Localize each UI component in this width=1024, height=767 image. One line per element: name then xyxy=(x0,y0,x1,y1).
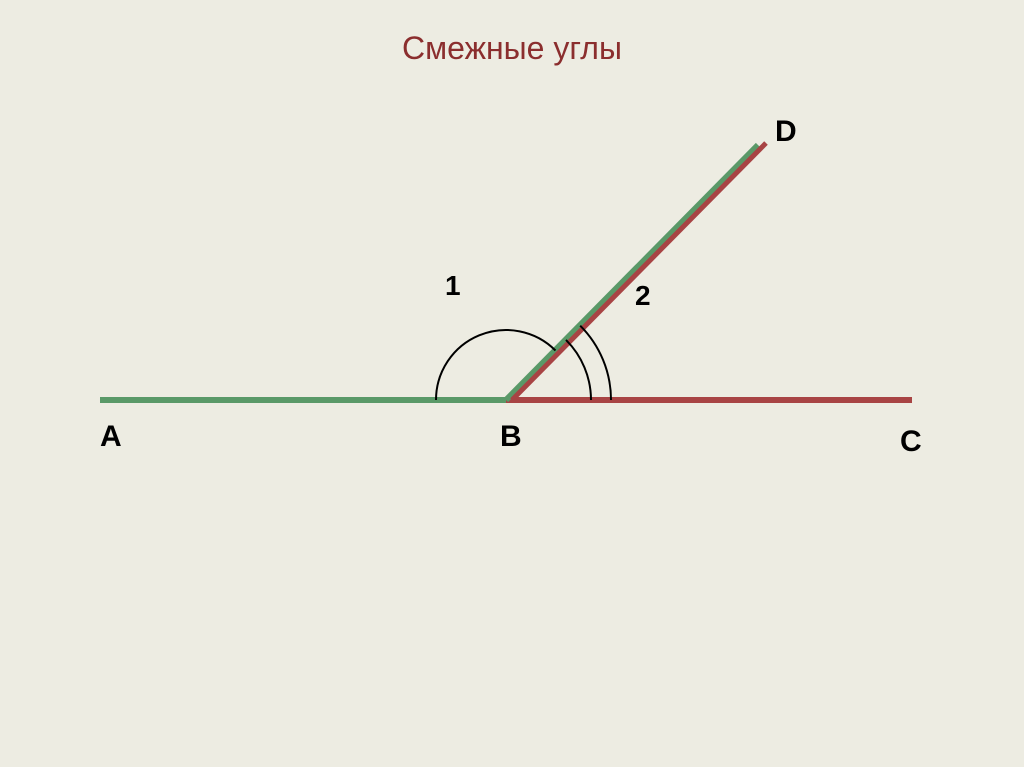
angle-2-arc-inner xyxy=(566,340,591,400)
point-label-b: B xyxy=(500,420,522,454)
point-label-d: D xyxy=(775,115,797,149)
angle-label-1: 1 xyxy=(445,270,461,302)
point-label-c: C xyxy=(900,425,922,459)
point-label-a: A xyxy=(100,420,122,454)
angle-label-2: 2 xyxy=(635,280,651,312)
geometry-diagram xyxy=(0,0,1024,767)
line-bd-green xyxy=(506,145,758,400)
line-bd-red xyxy=(512,143,766,400)
angle-2-arc-outer xyxy=(580,326,611,400)
